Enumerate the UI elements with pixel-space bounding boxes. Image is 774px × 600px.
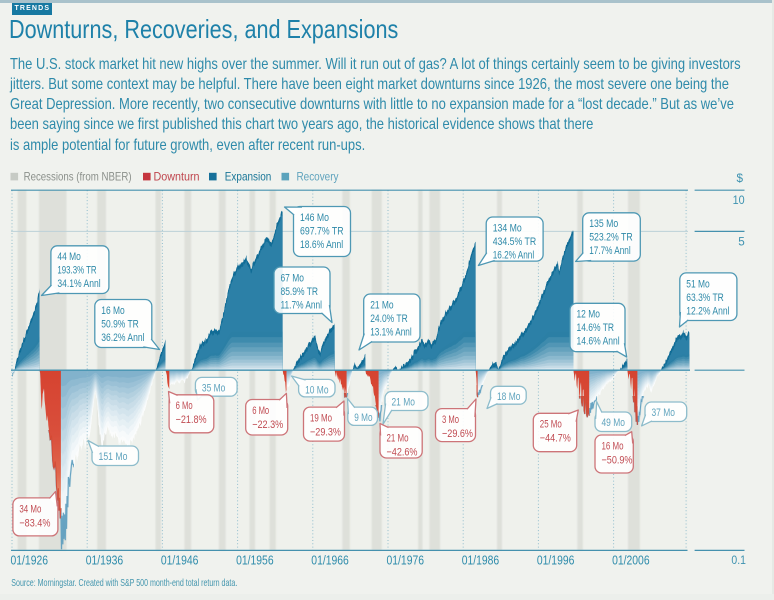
svg-text:13.1% Annl: 13.1% Annl [370, 326, 412, 338]
svg-text:67 Mo: 67 Mo [281, 272, 304, 284]
svg-text:134 Mo: 134 Mo [493, 222, 522, 234]
svg-text:Recessions (from NBER): Recessions (from NBER) [24, 171, 132, 184]
svg-text:51 Mo: 51 Mo [686, 278, 709, 290]
svg-text:14.6% TR: 14.6% TR [577, 322, 615, 334]
svg-text:146 Mo: 146 Mo [300, 212, 329, 224]
svg-text:21 Mo: 21 Mo [370, 299, 393, 311]
svg-text:−29.3%: −29.3% [310, 427, 341, 439]
svg-text:−50.9%: −50.9% [602, 454, 633, 466]
svg-text:37 Mo: 37 Mo [652, 407, 675, 419]
svg-text:9 Mo: 9 Mo [354, 412, 372, 424]
svg-text:Expansion: Expansion [225, 171, 271, 184]
svg-text:16 Mo: 16 Mo [602, 440, 624, 452]
svg-text:01/1986: 01/1986 [462, 554, 500, 568]
svg-text:−29.6%: −29.6% [442, 428, 473, 440]
svg-text:01/1926: 01/1926 [11, 554, 49, 568]
svg-text:−22.3%: −22.3% [252, 419, 283, 431]
svg-text:01/1946: 01/1946 [161, 554, 199, 568]
svg-text:34 Mo: 34 Mo [19, 503, 41, 515]
svg-text:50.9% TR: 50.9% TR [101, 318, 139, 330]
svg-text:19 Mo: 19 Mo [310, 413, 332, 425]
svg-text:01/2006: 01/2006 [612, 554, 650, 568]
svg-text:−83.4%: −83.4% [19, 517, 50, 529]
svg-text:18 Mo: 18 Mo [497, 391, 520, 403]
svg-text:−44.7%: −44.7% [540, 433, 571, 445]
svg-text:Recovery: Recovery [297, 171, 339, 184]
svg-text:151 Mo: 151 Mo [99, 451, 128, 463]
svg-text:5: 5 [738, 235, 745, 249]
svg-text:193.3% TR: 193.3% TR [57, 265, 96, 277]
svg-text:11.7% Annl: 11.7% Annl [281, 299, 323, 311]
svg-text:3 Mo: 3 Mo [442, 414, 459, 426]
svg-text:10: 10 [733, 193, 745, 207]
svg-text:01/1936: 01/1936 [86, 554, 124, 568]
svg-text:85.9% TR: 85.9% TR [281, 286, 319, 298]
svg-text:434.5% TR: 434.5% TR [493, 236, 537, 248]
svg-text:01/1996: 01/1996 [537, 554, 575, 568]
svg-text:01/1956: 01/1956 [236, 554, 274, 568]
svg-text:14.6% Annl: 14.6% Annl [577, 336, 620, 348]
svg-text:697.7% TR: 697.7% TR [300, 225, 344, 237]
svg-text:6 Mo: 6 Mo [176, 400, 193, 412]
svg-text:44 Mo: 44 Mo [57, 251, 80, 263]
svg-text:21 Mo: 21 Mo [392, 396, 415, 408]
svg-text:35 Mo: 35 Mo [202, 382, 225, 394]
svg-text:135 Mo: 135 Mo [589, 218, 618, 230]
svg-text:49 Mo: 49 Mo [602, 417, 625, 429]
svg-text:Downturn: Downturn [154, 171, 200, 184]
svg-text:16 Mo: 16 Mo [101, 305, 124, 317]
svg-text:12 Mo: 12 Mo [577, 309, 600, 321]
svg-text:12.2% Annl: 12.2% Annl [686, 305, 729, 317]
svg-text:523.2% TR: 523.2% TR [589, 232, 633, 244]
svg-text:36.2% Annl: 36.2% Annl [101, 332, 144, 344]
svg-text:21 Mo: 21 Mo [387, 432, 409, 444]
svg-text:24.0% TR: 24.0% TR [370, 313, 408, 325]
svg-text:01/1966: 01/1966 [311, 554, 349, 568]
svg-text:34.1% Annl: 34.1% Annl [57, 278, 100, 290]
svg-text:63.3% TR: 63.3% TR [686, 292, 724, 304]
svg-text:$: $ [737, 171, 744, 185]
svg-text:0.1: 0.1 [731, 553, 746, 567]
svg-text:01/1976: 01/1976 [387, 554, 425, 568]
svg-text:−42.6%: −42.6% [387, 446, 418, 458]
svg-text:16.2% Annl: 16.2% Annl [493, 249, 535, 261]
svg-text:17.7% Annl: 17.7% Annl [589, 245, 631, 257]
svg-text:6 Mo: 6 Mo [252, 405, 269, 417]
svg-text:18.6% Annl: 18.6% Annl [300, 239, 343, 251]
svg-text:25 Mo: 25 Mo [540, 419, 562, 431]
svg-text:10 Mo: 10 Mo [305, 384, 328, 396]
svg-text:−21.8%: −21.8% [176, 414, 207, 426]
svg-text:Source: Morningstar. Created w: Source: Morningstar. Created with S&P 50… [11, 578, 237, 589]
